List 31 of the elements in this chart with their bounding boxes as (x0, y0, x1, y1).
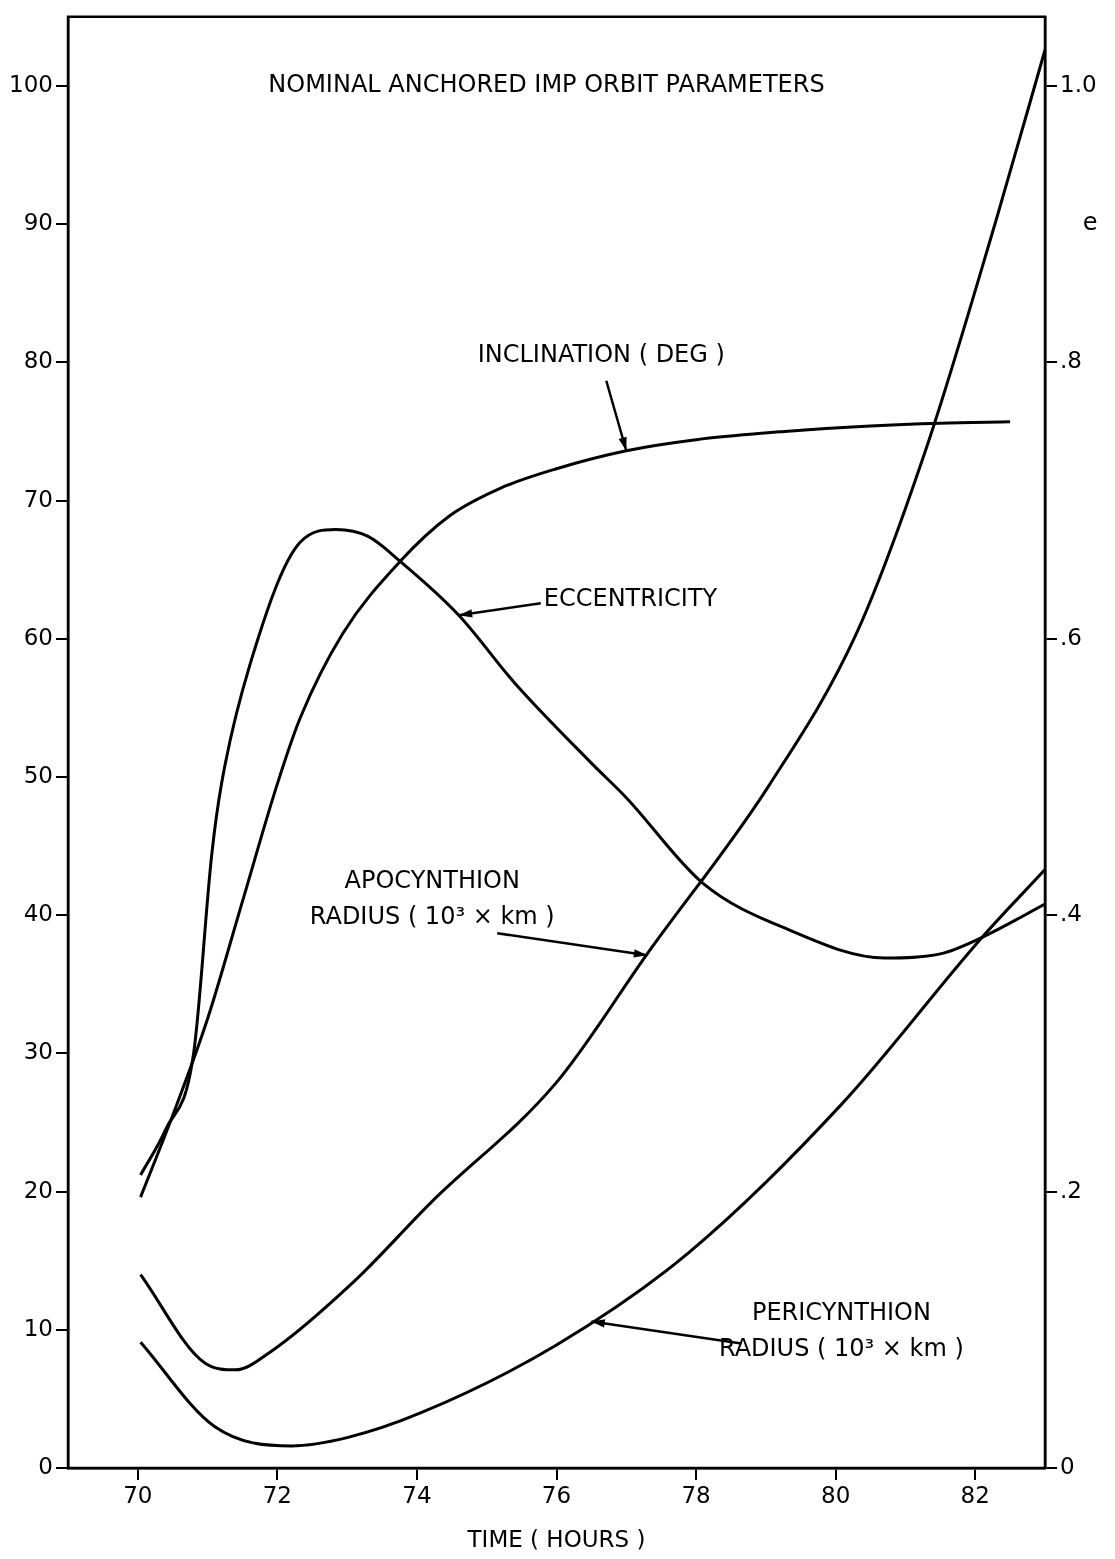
text: NOMINAL ANCHORED IMP ORBIT PARAMETERS (268, 70, 825, 99)
y2-tick-label: 1.0 (1060, 70, 1097, 97)
y-tick-label: 50 (23, 761, 53, 788)
annotation: ECCENTRICITY (543, 584, 718, 613)
y-tick-label: 30 (23, 1038, 53, 1065)
y-tick-label: 80 (23, 347, 53, 374)
x-tick-label: 80 (821, 1481, 851, 1508)
x-tick-label: 74 (402, 1481, 432, 1508)
x-tick-label: 70 (123, 1481, 153, 1508)
y-tick-label: 70 (23, 485, 53, 512)
y-tick-label: 0 (38, 1452, 53, 1479)
x-tick-label: 82 (960, 1481, 990, 1508)
y-tick-label: 40 (23, 900, 53, 927)
x-axis-title: TIME ( HOURS ) (466, 1526, 646, 1553)
y-tick-label: 10 (23, 1314, 53, 1341)
y2-tick-label: .6 (1060, 623, 1082, 650)
x-tick-label: 78 (681, 1481, 711, 1508)
y2-tick-label: .4 (1060, 900, 1082, 927)
y-tick-label: 100 (9, 70, 53, 97)
y-tick-label: 90 (23, 209, 53, 236)
y-tick-label: 20 (23, 1176, 53, 1203)
y2-axis-title: e (1082, 208, 1098, 237)
y2-tick-label: .2 (1060, 1176, 1082, 1203)
annotation: PERICYNTHION RADIUS ( 10³ × km ) (718, 1297, 964, 1362)
x-tick-label: 76 (541, 1481, 572, 1508)
y2-tick-label: .8 (1060, 347, 1082, 374)
y2-tick-label: 0 (1060, 1452, 1075, 1479)
y-tick-label: 60 (23, 623, 53, 650)
x-tick-label: 72 (262, 1481, 292, 1508)
annotation: INCLINATION ( DEG ) (477, 340, 725, 369)
annotation: APOCYNTHION RADIUS ( 10³ × km ) (309, 866, 555, 931)
